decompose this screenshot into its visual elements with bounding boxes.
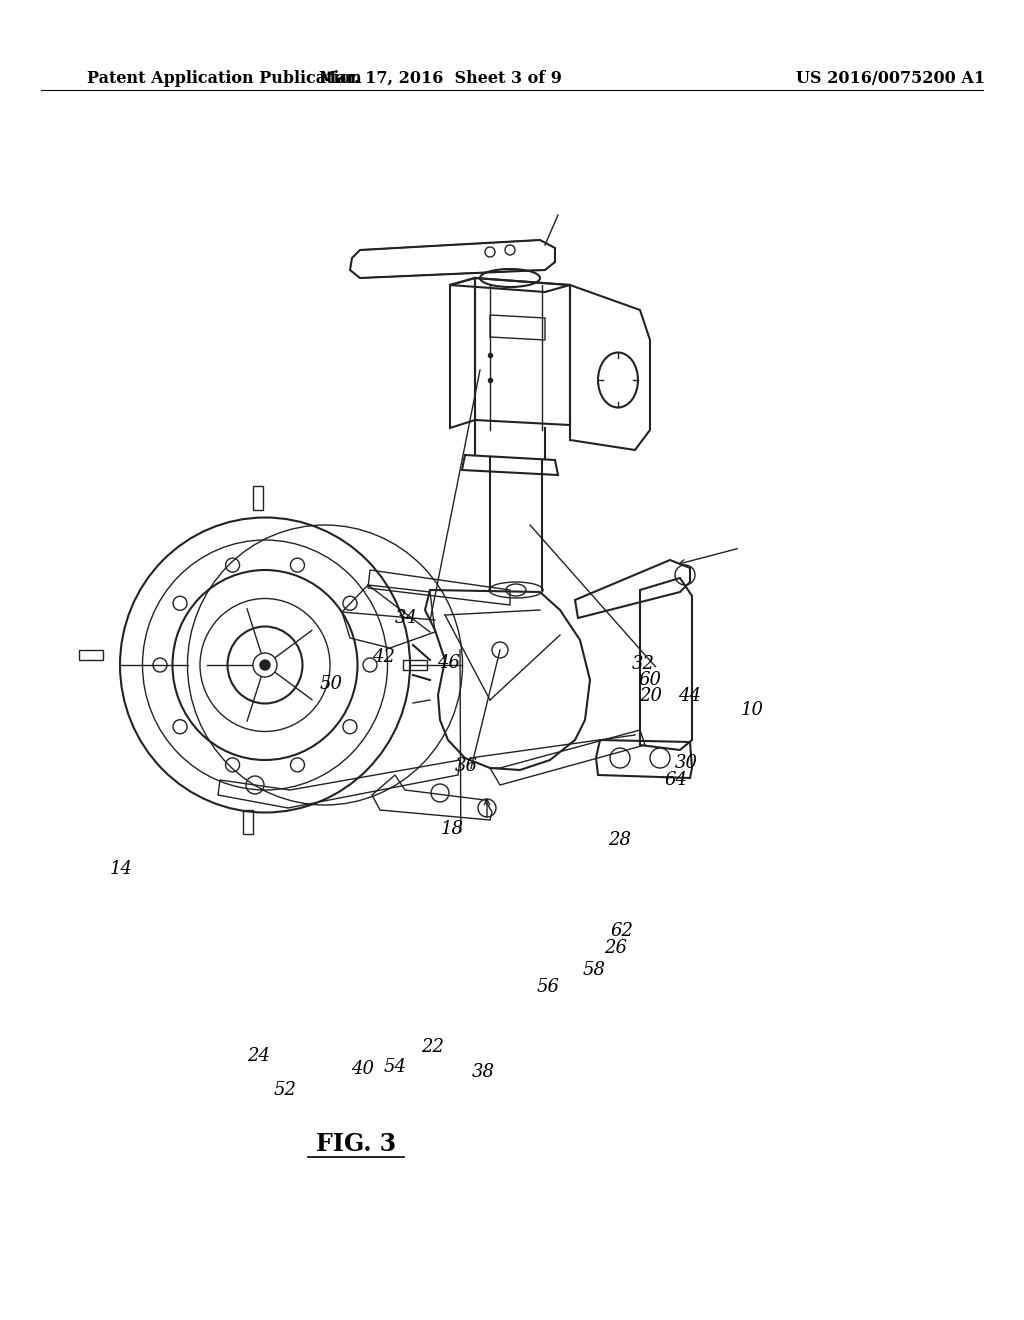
Bar [403, 660, 427, 671]
Text: 50: 50 [319, 675, 342, 693]
Text: 40: 40 [351, 1060, 374, 1078]
Text: 30: 30 [675, 754, 697, 772]
Text: 58: 58 [583, 961, 605, 979]
Text: 42: 42 [373, 648, 395, 667]
Text: 32: 32 [632, 655, 654, 673]
Text: 54: 54 [384, 1057, 407, 1076]
Text: 64: 64 [665, 771, 687, 789]
Text: 24: 24 [248, 1047, 270, 1065]
Text: 18: 18 [441, 820, 464, 838]
Text: 46: 46 [437, 653, 460, 672]
Circle shape [260, 660, 270, 671]
Text: 28: 28 [608, 830, 631, 849]
Text: 20: 20 [639, 686, 662, 705]
Text: Patent Application Publication: Patent Application Publication [87, 70, 361, 87]
Text: 38: 38 [472, 1063, 495, 1081]
Text: 52: 52 [273, 1081, 296, 1100]
Bar [243, 810, 253, 834]
Text: 26: 26 [604, 939, 627, 957]
Text: FIG. 3: FIG. 3 [316, 1133, 396, 1156]
Text: 10: 10 [741, 701, 764, 719]
Text: 22: 22 [421, 1038, 443, 1056]
Text: 14: 14 [110, 859, 132, 878]
Text: 34: 34 [395, 609, 418, 627]
Text: 36: 36 [455, 756, 477, 775]
Bar [79, 649, 103, 660]
Bar [253, 486, 263, 510]
Text: 62: 62 [610, 921, 633, 940]
Text: 44: 44 [678, 686, 700, 705]
Text: US 2016/0075200 A1: US 2016/0075200 A1 [797, 70, 985, 87]
Text: 56: 56 [537, 978, 559, 997]
Text: 60: 60 [639, 671, 662, 689]
Text: Mar. 17, 2016  Sheet 3 of 9: Mar. 17, 2016 Sheet 3 of 9 [318, 70, 562, 87]
